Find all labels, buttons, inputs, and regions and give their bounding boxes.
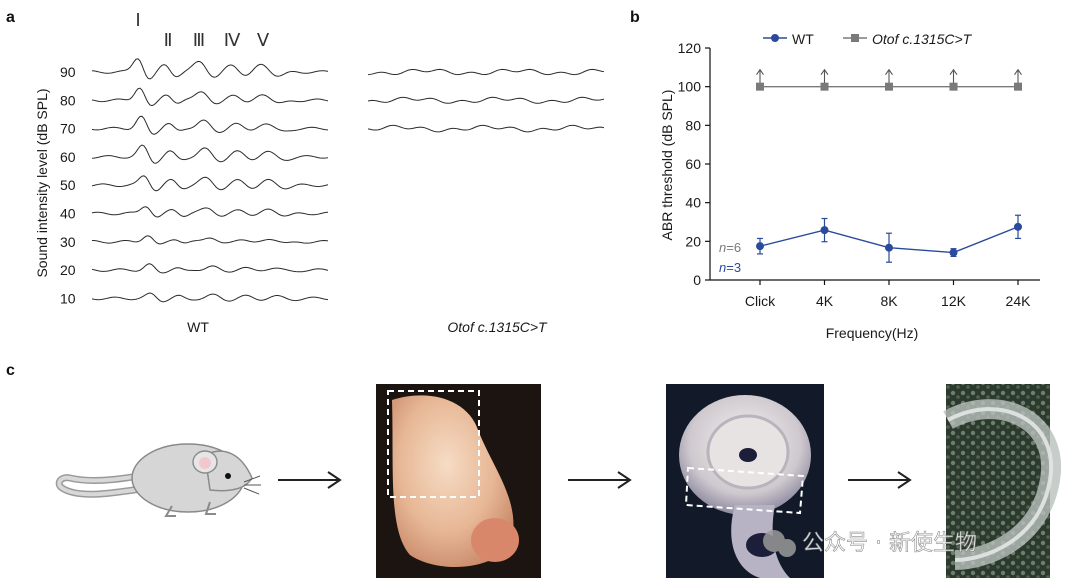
photo-cochlea (666, 384, 824, 578)
x-tick-label: 8K (880, 293, 898, 309)
chart-y-axis-label: ABR threshold (dB SPL) (659, 90, 675, 241)
wt-trace (91, 144, 329, 164)
photo-cochlear-turn (943, 384, 1062, 578)
level-label: 50 (60, 177, 76, 193)
group-label-mutant: Otof c.1315C>T (447, 319, 548, 335)
wt-point (756, 242, 764, 251)
abr-threshold-chart: 0 20 40 60 80 100 120 Click 4K 8K 12K 24K WT Otof c… (659, 31, 1040, 341)
panel-b-letter: b (630, 9, 640, 26)
x-tick-label: 12K (941, 293, 967, 309)
x-tick-label: 4K (816, 293, 834, 309)
wt-trace (91, 292, 329, 303)
arrow-3 (848, 471, 912, 489)
wave-label: Ⅱ (164, 30, 173, 50)
y-tick-label: 80 (685, 117, 701, 133)
mutant-trace (367, 68, 605, 76)
wt-trace (91, 58, 329, 80)
wt-trace (91, 263, 329, 274)
y-tick-label: 0 (693, 272, 701, 288)
mutant-point (1014, 82, 1022, 91)
n-count-wt: n=3 (719, 260, 741, 275)
mutant-trace (367, 96, 605, 104)
n-prefix-wt: n (719, 260, 726, 275)
mouse-illustration (55, 443, 261, 517)
level-label: 30 (60, 234, 76, 250)
wt-point (949, 248, 958, 257)
x-tick-label: 24K (1006, 293, 1032, 309)
n-value-wt: 3 (734, 260, 741, 275)
level-label: 80 (60, 92, 76, 108)
above-threshold-arrowhead (756, 68, 764, 75)
wt-point (1014, 222, 1022, 231)
wt-trace (91, 175, 329, 192)
panel-a-ylabel: Sound intensity level (dB SPL) (34, 88, 50, 277)
panel-a-letter: a (6, 9, 15, 26)
n-count-mutant: n=6 (719, 240, 741, 255)
arrow-1 (278, 471, 342, 489)
wt-trace (91, 235, 329, 245)
y-tick-label: 20 (685, 233, 701, 249)
legend: WT Otof c.1315C>T (763, 31, 973, 47)
wt-trace (91, 115, 329, 135)
n-value-mutant: 6 (734, 240, 741, 255)
above-threshold-arrowhead (885, 68, 893, 75)
legend-wt-marker (771, 34, 779, 42)
n-eq-wt: = (726, 260, 734, 275)
wt-point (885, 243, 893, 252)
level-labels: 90 80 70 60 50 40 30 20 10 (60, 64, 76, 306)
level-label: 60 (60, 149, 76, 165)
y-tick-label: 60 (685, 156, 701, 172)
wave-label: Ⅰ (135, 10, 140, 30)
level-label: 90 (60, 64, 76, 80)
wave-label: Ⅲ (193, 30, 205, 50)
mutant-trace (367, 124, 605, 133)
level-label: 20 (60, 262, 76, 278)
chart-x-axis-label: Frequency(Hz) (826, 325, 919, 341)
x-tick-label: Click (745, 293, 776, 309)
mutant-point (820, 82, 829, 91)
wt-trace (91, 87, 329, 107)
panel-c-letter: c (6, 362, 15, 379)
mutant-point (885, 82, 893, 91)
y-tick-label: 120 (678, 40, 702, 56)
y-tick-label: 100 (678, 79, 702, 95)
wt-abr-traces (91, 58, 329, 303)
mutant-abr-traces (367, 68, 605, 133)
series-mutant (756, 68, 1022, 91)
series-wt (756, 214, 1022, 263)
wave-label: Ⅴ (257, 30, 270, 50)
mutant-point (949, 82, 958, 91)
wt-trace (91, 206, 329, 218)
n-prefix-mutant: n (719, 240, 726, 255)
level-label: 10 (60, 290, 76, 306)
legend-mutant-marker (851, 34, 859, 42)
y-ticks: 0 20 40 60 80 100 120 (678, 40, 710, 288)
wave-label: Ⅳ (224, 30, 241, 50)
arrow-2 (568, 471, 632, 489)
watermark-text: 公众号 · 新使生物 (802, 531, 977, 556)
photo-inner-ear-tissue (376, 384, 541, 578)
wt-point (820, 226, 829, 235)
watermark: 公众号 · 新使生物 (763, 530, 977, 557)
above-threshold-arrowhead (820, 68, 829, 75)
legend-mutant-label: Otof c.1315C>T (872, 31, 973, 47)
n-eq-mutant: = (726, 240, 734, 255)
level-label: 40 (60, 206, 76, 222)
group-label-wt: WT (187, 319, 209, 335)
mutant-point (756, 82, 764, 91)
x-ticks: Click 4K 8K 12K 24K (745, 280, 1031, 309)
y-tick-label: 40 (685, 195, 701, 211)
legend-wt-label: WT (792, 31, 814, 47)
wave-peak-labels: Ⅰ Ⅱ Ⅲ Ⅳ Ⅴ (135, 10, 269, 50)
level-label: 70 (60, 121, 76, 137)
above-threshold-arrowhead (949, 68, 958, 75)
above-threshold-arrowhead (1014, 68, 1022, 75)
